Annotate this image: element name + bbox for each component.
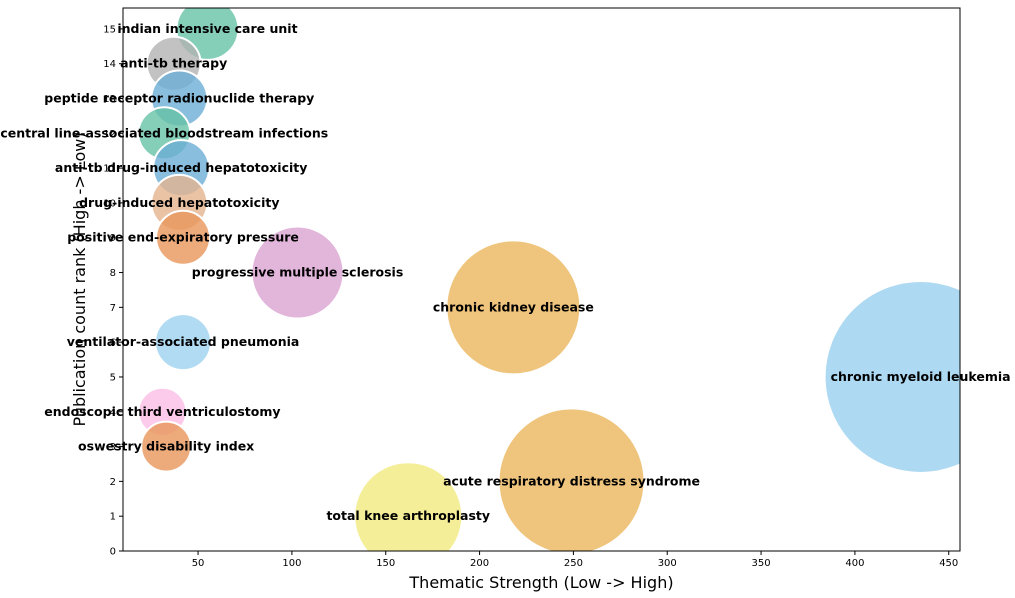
bubble-label: anti-tb therapy [120,56,227,71]
bubble [823,279,960,474]
bubble-label: progressive multiple sclerosis [192,265,404,280]
bubble [250,225,345,320]
x-tick-label: 200 [470,558,489,569]
y-tick-label: 12 [103,129,116,140]
bubble-label: indian intensive care unit [117,21,297,36]
y-tick-label: 7 [110,303,116,314]
x-tick-label: 400 [845,558,864,569]
bubble [445,239,582,376]
x-tick-label: 100 [282,558,301,569]
bubble-label: acute respiratory distress syndrome [443,473,700,488]
bubble-label: total knee arthroplasty [326,508,490,523]
bubble-labels: indian intensive care unit anti-tb therap… [0,21,1010,523]
y-tick-label: 13 [103,94,116,105]
x-axis-title: Thematic Strength (Low -> High) [408,573,673,592]
bubble [497,407,646,551]
plot-frame [122,7,961,552]
x-axis: 50 100 150 200 250 300 350 400 450 [192,551,958,569]
bubble-label: anti-tb drug-induced hepatotoxicity [55,160,307,175]
bubble [155,209,212,266]
bubble-label: oswestry disability index [78,439,254,454]
y-tick-label: 0 [110,547,116,558]
y-tick-label: 8 [110,268,116,279]
y-tick-label: 2 [110,477,116,488]
bubble-label: chronic kidney disease [433,299,594,314]
x-tick-label: 150 [376,558,395,569]
y-tick-label: 10 [103,198,116,209]
y-tick-label: 9 [110,233,116,244]
y-tick-label: 11 [103,164,116,175]
y-tick-label: 4 [110,407,116,418]
bubble [140,420,193,473]
y-axis-title: Publication count rank (High -> Low) [70,132,89,426]
bubble-layer [137,8,960,551]
x-tick-label: 450 [939,558,958,569]
x-tick-label: 250 [564,558,583,569]
bubble-label: endoscopic third ventriculostomy [44,404,280,419]
x-tick-label: 350 [752,558,771,569]
bubble-label: central line-associated bloodstream infe… [0,125,328,140]
bubble-label: peptide receptor radionuclide therapy [44,91,314,106]
bubble-label: chronic myeloid leukemia [831,369,1011,384]
y-tick-label: 6 [110,338,116,349]
bubble [353,461,464,551]
bubble-label: drug-induced hepatotoxicity [79,195,279,210]
y-tick-label: 15 [103,24,116,35]
y-tick-label: 1 [110,512,116,523]
y-tick-label: 14 [103,59,116,70]
x-tick-label: 50 [192,558,205,569]
bubble [154,313,213,372]
bubble-label: ventilator-associated pneumonia [67,334,300,349]
bubble-label: positive end-expiratory pressure [67,230,299,245]
y-tick-label: 5 [110,372,116,383]
x-tick-label: 300 [658,558,677,569]
y-tick-label: 3 [110,442,116,453]
